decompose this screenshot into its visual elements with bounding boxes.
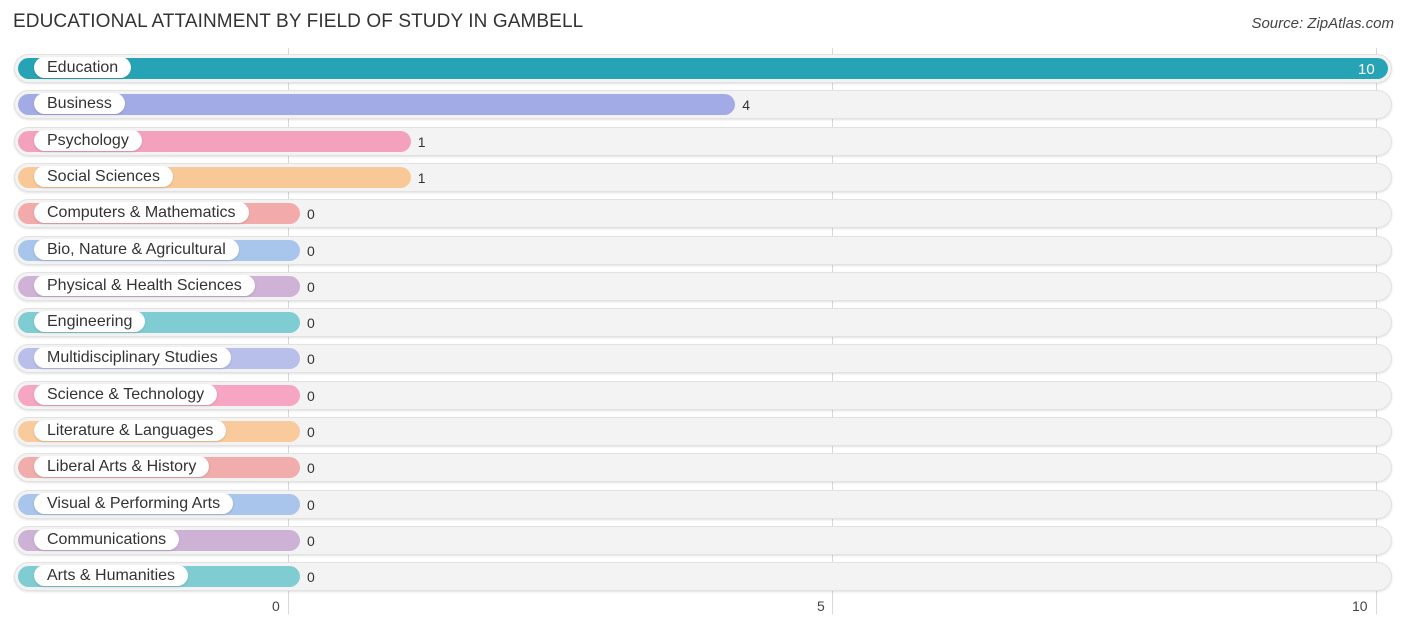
bar[interactable]: Arts & Humanities: [18, 565, 300, 588]
bar[interactable]: Communications: [18, 528, 300, 551]
bar-row: Engineering 0: [14, 308, 1392, 338]
bar-label: Visual & Performing Arts: [34, 492, 234, 514]
x-tick-5: 5: [817, 598, 825, 614]
bar-row: Physical & Health Sciences 0: [14, 271, 1392, 301]
bar-value: 0: [307, 242, 315, 259]
bar[interactable]: Engineering: [18, 311, 300, 334]
bar-row: Business 4: [14, 90, 1392, 120]
bar-value: 0: [307, 206, 315, 223]
bar-value: 0: [307, 387, 315, 404]
bar-label: Physical & Health Sciences: [34, 274, 255, 296]
bar-label: Arts & Humanities: [34, 565, 189, 587]
bar-row: Education 10: [14, 54, 1392, 83]
bar-row: Arts & Humanities 0: [14, 562, 1392, 592]
bar[interactable]: Education: [18, 57, 1388, 79]
bar[interactable]: Multidisciplinary Studies: [18, 347, 300, 370]
bar-row: Bio, Nature & Agricultural 0: [14, 235, 1392, 265]
bar[interactable]: Business: [18, 93, 736, 116]
bar-row: Literature & Languages 0: [14, 417, 1392, 446]
bar-value: 0: [307, 569, 315, 586]
bar[interactable]: Liberal Arts & History: [18, 456, 300, 479]
bar[interactable]: Science & Technology: [18, 383, 300, 406]
bar-row: Psychology 1: [14, 126, 1392, 156]
bar-label: Liberal Arts & History: [34, 456, 210, 478]
bar-label: Psychology: [34, 129, 142, 151]
bar[interactable]: Psychology: [18, 129, 411, 152]
x-tick-10: 10: [1352, 598, 1368, 614]
bar-label: Science & Technology: [34, 383, 218, 405]
bar-value: 0: [307, 315, 315, 332]
bar-label: Bio, Nature & Agricultural: [34, 238, 239, 260]
bar-label: Literature & Languages: [34, 420, 227, 441]
bar-label: Business: [34, 93, 125, 115]
bar-row: Communications 0: [14, 525, 1392, 555]
bar[interactable]: Bio, Nature & Agricultural: [18, 238, 300, 261]
bar-label: Social Sciences: [34, 165, 173, 187]
bar-value: 0: [307, 532, 315, 549]
bar-value: 0: [307, 424, 315, 440]
source-credit: Source: ZipAtlas.com: [1251, 15, 1394, 32]
bar-row: Social Sciences 1: [14, 162, 1392, 192]
bar-value: 4: [742, 97, 750, 114]
bar-value: 0: [307, 351, 315, 368]
bar-label: Multidisciplinary Studies: [34, 347, 231, 369]
bar-value: 0: [307, 278, 315, 295]
bar-value: 1: [417, 133, 426, 150]
bar[interactable]: Social Sciences: [18, 165, 411, 188]
bar-label: Engineering: [34, 311, 146, 333]
bar-label: Education: [34, 57, 132, 78]
bar[interactable]: Literature & Languages: [18, 420, 300, 442]
bar-value: 10: [1358, 61, 1375, 78]
x-tick-0: 0: [272, 598, 280, 614]
bar-value: 1: [417, 169, 426, 186]
bar-value: 0: [307, 460, 315, 477]
bar-row: Multidisciplinary Studies 0: [14, 344, 1392, 374]
bar-row: Visual & Performing Arts 0: [14, 489, 1392, 519]
bar-row: Computers & Mathematics 0: [14, 199, 1392, 229]
bar-label: Communications: [34, 528, 180, 550]
bar-label: Computers & Mathematics: [34, 202, 249, 224]
chart-title: EDUCATIONAL ATTAINMENT BY FIELD OF STUDY…: [13, 11, 584, 32]
bar-value: 0: [307, 496, 315, 513]
bar-row: Liberal Arts & History 0: [14, 453, 1392, 483]
bar[interactable]: Computers & Mathematics: [18, 202, 300, 225]
bar[interactable]: Visual & Performing Arts: [18, 492, 300, 515]
bar-row: Science & Technology 0: [14, 380, 1392, 410]
bar[interactable]: Physical & Health Sciences: [18, 274, 300, 297]
